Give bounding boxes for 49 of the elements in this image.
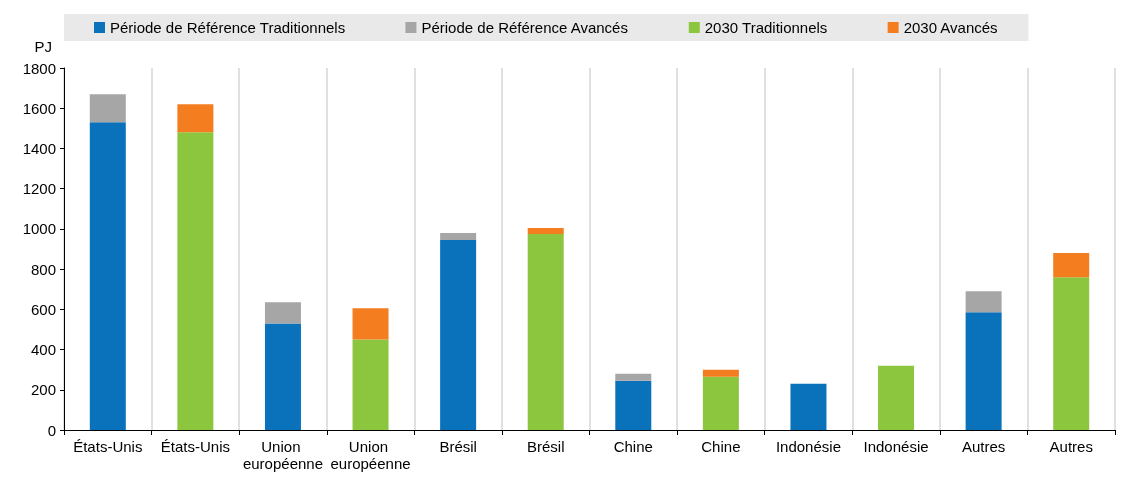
bar [965, 291, 1002, 313]
x-tick-label: États-Unis [160, 438, 230, 455]
y-tick-label: 1400 [22, 139, 56, 157]
bar [965, 312, 1002, 430]
bar [1053, 277, 1090, 430]
x-tick-label: Autres [1049, 438, 1093, 455]
y-tick-label: 800 [30, 260, 56, 278]
bar [352, 308, 389, 340]
bar [527, 227, 564, 234]
y-axis-title: PJ [34, 38, 52, 55]
legend-label: Période de Référence Traditionnels [110, 19, 346, 36]
x-tick-label: Union européenne [330, 438, 411, 472]
x-tick-label: Union européenne [242, 438, 323, 472]
y-tick-label: 1200 [22, 180, 56, 198]
bar [702, 376, 739, 430]
legend-label: 2030 Avancés [903, 19, 998, 36]
x-tick-label: Indonésie [863, 438, 929, 455]
bar [89, 122, 126, 430]
x-tick-label: Autres [961, 438, 1006, 455]
bar [1053, 253, 1090, 278]
bar [440, 239, 477, 430]
x-tick-label: Brésil [439, 438, 477, 455]
bar [177, 104, 214, 133]
x-tick-label: Indonésie [775, 438, 841, 455]
bar [527, 233, 564, 430]
legend-label: Période de Référence Avancés [421, 19, 628, 36]
y-tick-label: 0 [47, 421, 56, 439]
y-tick-label: 1800 [22, 59, 56, 77]
bar [440, 232, 477, 240]
legend-label: 2030 Traditionnels [704, 19, 828, 36]
y-tick-label: 1000 [22, 220, 56, 238]
bar [352, 339, 389, 430]
bar [790, 383, 827, 430]
x-tick-label: Brésil [526, 438, 565, 455]
x-tick-label: Chine [701, 438, 741, 455]
bar [264, 323, 301, 430]
y-tick-label: 1600 [22, 99, 56, 117]
bar [878, 365, 915, 430]
bar [177, 132, 214, 430]
x-tick-label: États-Unis [73, 438, 143, 455]
bar [615, 373, 652, 381]
bar [702, 369, 739, 377]
bar [264, 302, 301, 324]
x-tick-label: Chine [613, 438, 653, 455]
bar [89, 94, 126, 123]
bar [615, 380, 652, 430]
y-tick-label: 200 [30, 381, 56, 399]
y-tick-label: 600 [30, 300, 56, 318]
y-tick-label: 400 [30, 341, 56, 359]
